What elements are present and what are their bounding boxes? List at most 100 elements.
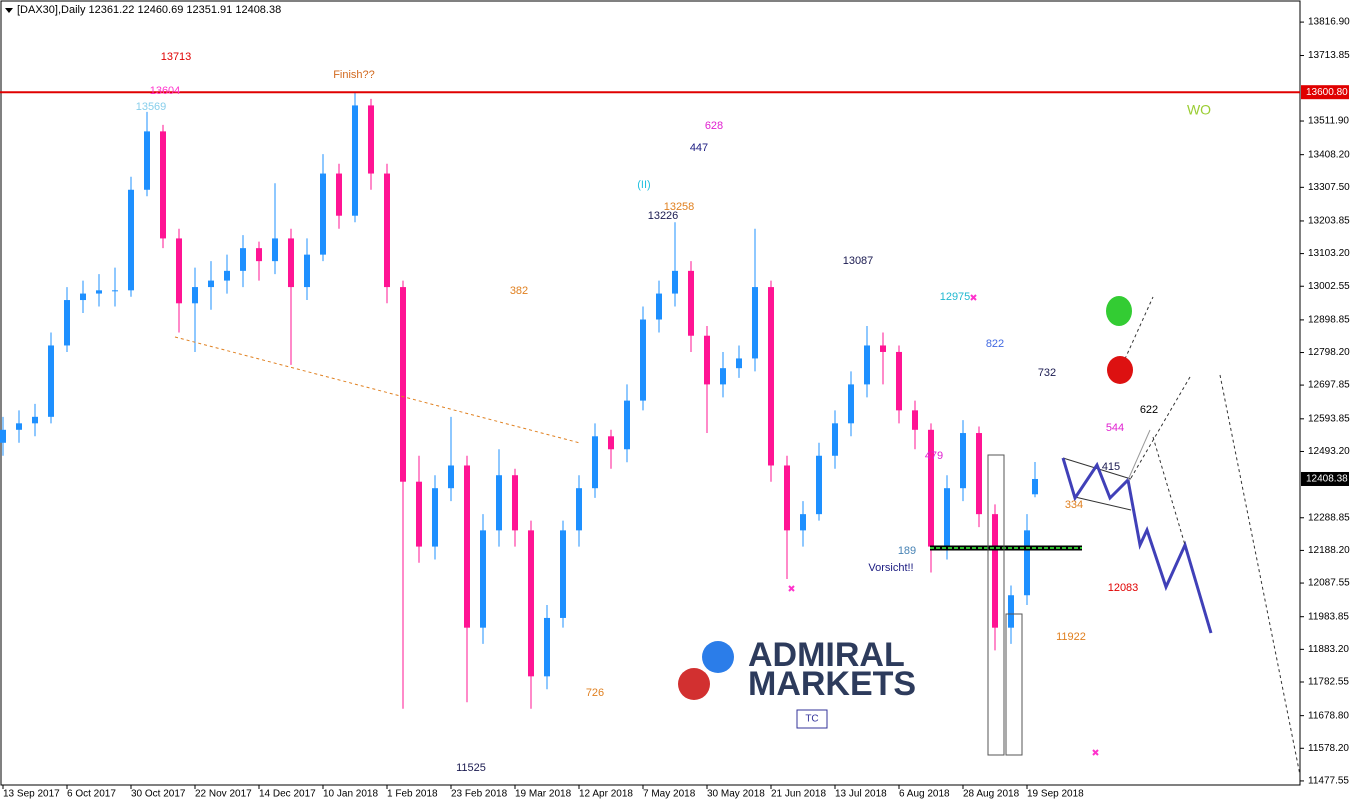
y-tick-label: 13713.85	[1308, 50, 1350, 61]
projection-line	[1127, 429, 1151, 481]
y-tick-label: 11782.55	[1308, 677, 1349, 688]
candle-body	[0, 429, 6, 443]
candle-body	[896, 351, 902, 411]
y-tick-label: 12288.85	[1308, 512, 1350, 523]
annotation: 382	[510, 285, 528, 297]
candle-body	[720, 368, 726, 385]
candle-body	[976, 433, 982, 515]
y-tick-label: 13203.85	[1308, 216, 1350, 227]
candle-body	[448, 465, 454, 489]
y-tick-label: 13816.90	[1308, 17, 1350, 28]
y-tick-label: 13002.55	[1308, 281, 1350, 292]
y-tick-label: 13408.20	[1308, 149, 1350, 160]
annotation: Finish??	[333, 69, 375, 81]
y-tick-label: 13103.20	[1308, 248, 1350, 259]
x-tick-label: 19 Sep 2018	[1027, 789, 1084, 800]
candle-body	[96, 290, 102, 294]
candle-body	[608, 436, 614, 450]
x-tick-label: 12 Apr 2018	[579, 789, 633, 800]
annotation: 12083	[1108, 582, 1139, 594]
candle-body	[336, 173, 342, 216]
candle-body	[512, 475, 518, 531]
candle-body	[240, 248, 246, 271]
signal-green	[1106, 296, 1132, 326]
x-tick-label: 21 Jun 2018	[771, 789, 826, 800]
candle-body	[592, 436, 598, 489]
candle-body	[496, 475, 502, 531]
candle-body	[832, 423, 838, 456]
channel-line	[1074, 496, 1132, 511]
x-tick-label: 22 Nov 2017	[195, 789, 252, 800]
candle-body	[384, 173, 390, 288]
x-tick-label: 13 Sep 2017	[3, 789, 60, 800]
x-tick-label: 30 Oct 2017	[131, 789, 186, 800]
box	[987, 454, 1005, 756]
candle-body	[768, 287, 774, 466]
y-tick-label: 13511.90	[1308, 116, 1349, 127]
annotation: 622	[1140, 404, 1158, 416]
candle-body	[944, 488, 950, 547]
candle-body	[736, 358, 742, 369]
x-tick-label: 6 Oct 2017	[67, 789, 116, 800]
level-label: 13600.80	[1306, 87, 1348, 98]
x-tick-label: 23 Feb 2018	[451, 789, 508, 800]
candle-body	[288, 238, 294, 288]
level-tag	[1301, 85, 1349, 100]
y-tick-label: 11883.20	[1308, 644, 1349, 655]
annotation: 732	[1038, 367, 1056, 379]
annotation: WO	[1187, 102, 1211, 118]
y-tick-label: 12697.85	[1308, 380, 1350, 391]
x-tick-label: 19 Mar 2018	[515, 789, 572, 800]
y-tick-label: 12087.55	[1308, 578, 1350, 589]
candle-body	[192, 287, 198, 304]
candle-body	[576, 488, 582, 531]
y-tick-label: 12593.85	[1308, 413, 1350, 424]
candle-body	[112, 290, 118, 292]
candle-body	[624, 400, 630, 450]
candle-body	[224, 270, 230, 281]
button-label[interactable]: TC	[805, 714, 818, 725]
candle-body	[880, 345, 886, 352]
candle-body	[400, 287, 406, 482]
candle-body	[144, 131, 150, 190]
candle-body	[528, 530, 534, 677]
annotation: 12975	[940, 291, 971, 303]
annotation: 13713	[161, 51, 192, 63]
annotation: 13258	[664, 201, 695, 213]
y-tick-label: 11477.55	[1308, 776, 1349, 787]
candle-body	[816, 455, 822, 515]
annotation: 415	[1102, 461, 1120, 473]
projection-line	[1152, 436, 1186, 546]
annotation: 11922	[1056, 631, 1086, 643]
x-tick-label: 30 May 2018	[707, 789, 765, 800]
candle-body	[992, 514, 998, 628]
candle-body	[784, 465, 790, 531]
candle-body	[304, 254, 310, 288]
candle-body	[208, 280, 214, 288]
candle-body	[1008, 595, 1014, 628]
annotation: 544	[1106, 422, 1124, 434]
x-tick-label: 28 Aug 2018	[963, 789, 1020, 800]
drawings	[174, 294, 1301, 776]
logo-text: MARKETS	[748, 665, 916, 703]
button[interactable]	[796, 709, 828, 729]
projection-line	[1130, 376, 1191, 479]
candle-body	[416, 481, 422, 547]
candle-body	[176, 238, 182, 304]
annotation: 189	[898, 545, 916, 557]
x-tick-label: 10 Jan 2018	[323, 789, 378, 800]
candle-body	[1024, 530, 1030, 596]
candle-body	[688, 270, 694, 336]
candle-body	[272, 238, 278, 262]
candle-body	[848, 384, 854, 424]
annotation: (II)	[637, 179, 650, 191]
annotation: 13604	[150, 85, 181, 97]
x-tick-label: 7 May 2018	[643, 789, 696, 800]
candle-body	[80, 293, 86, 301]
price-tag	[1301, 471, 1349, 486]
y-tick-label: 11983.85	[1308, 611, 1349, 622]
candle-body	[464, 465, 470, 628]
candle-body	[352, 105, 358, 216]
y-tick-label: 11678.80	[1308, 710, 1349, 721]
candle-body	[48, 345, 54, 417]
